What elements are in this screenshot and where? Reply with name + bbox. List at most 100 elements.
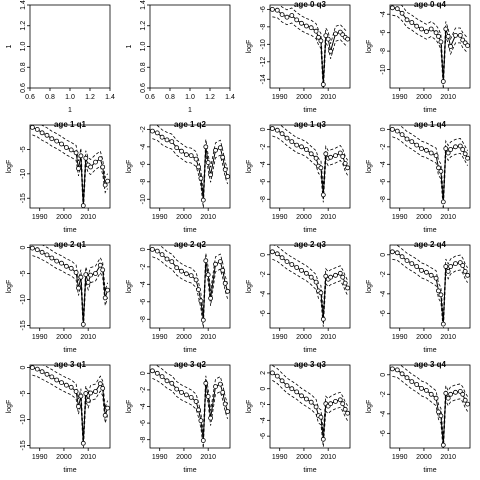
x-tick-label: 2010 — [320, 334, 336, 341]
data-point — [394, 6, 400, 12]
data-point — [409, 139, 415, 145]
data-point — [78, 393, 84, 399]
data-point — [448, 147, 454, 152]
data-point — [453, 261, 458, 267]
upper-ci-line — [398, 125, 468, 195]
x-axis-label: time — [63, 347, 76, 354]
data-point — [105, 287, 110, 293]
data-point — [183, 271, 189, 277]
data-point — [320, 192, 326, 198]
y-tick-label: 0.8 — [140, 62, 147, 72]
plot-box — [269, 244, 351, 329]
panel-9: 1990 2000 2010 -15 -10 -5 0 time logF age 2 q1 — [6, 240, 111, 354]
data-point — [308, 151, 314, 157]
data-point — [274, 127, 280, 133]
x-tick-label: 2010 — [320, 454, 336, 461]
plot-area — [390, 5, 470, 88]
data-point — [440, 79, 446, 84]
data-point — [289, 262, 295, 267]
upper-ci-line — [158, 245, 228, 313]
data-point — [30, 245, 35, 251]
x-axis-label: time — [423, 107, 436, 114]
y-tick-label: -4 — [380, 411, 387, 417]
y-axis-label: logF — [246, 160, 253, 174]
data-point — [289, 13, 295, 18]
panel-title: age 2 q3 — [294, 240, 327, 249]
plot-box — [29, 4, 111, 89]
panel-title: age 1 q4 — [414, 120, 447, 129]
data-point — [414, 382, 420, 387]
data-point — [154, 248, 160, 254]
data-point — [100, 164, 106, 170]
x-tick-label: 1.0 — [65, 94, 75, 101]
panel-title: age 2 q1 — [54, 240, 87, 249]
data-point — [433, 153, 439, 159]
data-point — [39, 369, 45, 375]
x-tick-label: 1.2 — [85, 94, 95, 101]
data-point — [203, 258, 209, 264]
data-point — [198, 175, 204, 181]
data-point — [225, 288, 230, 294]
data-point — [337, 397, 343, 403]
data-point — [270, 370, 275, 376]
panel-6: 1990 2000 2010 -10 -8 -6 -4 -2 time logF age 1 q2 — [126, 120, 231, 234]
data-point — [205, 272, 211, 278]
y-tick-label: 0 — [140, 247, 147, 251]
data-point — [436, 165, 441, 171]
x-axis-label: time — [423, 227, 436, 234]
data-point — [188, 273, 194, 279]
data-point — [59, 260, 64, 266]
data-point — [208, 295, 214, 301]
data-point — [399, 10, 405, 16]
data-point — [419, 26, 424, 32]
y-tick-label: 1.2 — [140, 21, 147, 31]
estimate-line — [272, 128, 349, 195]
y-tick-label: -2 — [380, 271, 387, 277]
upper-ci-line — [155, 125, 228, 193]
y-tick-label: -2 — [260, 401, 267, 407]
x-tick-label: 1990 — [392, 334, 408, 341]
data-point — [102, 412, 108, 418]
upper-ci-line — [272, 365, 348, 432]
estimate-line — [32, 126, 109, 206]
plot-area — [270, 365, 350, 447]
data-point — [453, 389, 458, 395]
data-point — [313, 279, 319, 285]
data-point — [308, 274, 314, 280]
data-point — [345, 410, 350, 416]
lower-ci-line — [392, 136, 468, 208]
data-point — [80, 321, 86, 327]
data-point — [394, 367, 400, 373]
data-point — [174, 265, 180, 271]
panel-16: 1990 2000 2010 -6 -4 -2 0 time logF age 3 q4 — [366, 360, 471, 474]
y-axis-label: logF — [6, 160, 13, 174]
data-point — [196, 164, 201, 170]
plot-box — [389, 244, 471, 329]
lower-ci-line — [32, 134, 108, 208]
data-point — [49, 255, 55, 261]
data-point — [203, 380, 209, 386]
data-point — [105, 178, 110, 184]
data-point — [279, 12, 285, 18]
data-point — [213, 384, 218, 390]
y-axis-label: logF — [246, 280, 253, 294]
lower-ci-line — [152, 138, 228, 208]
plot-box — [389, 4, 471, 89]
panel-7: 1990 2000 2010 -8 -6 -4 -2 0 time logF age 1 q3 — [246, 120, 351, 234]
x-axis-label: 1 — [68, 107, 72, 114]
data-point — [220, 389, 226, 395]
y-tick-label: 0 — [260, 387, 267, 391]
data-point — [76, 285, 81, 291]
data-point — [85, 279, 91, 285]
upper-ci-line — [154, 365, 228, 434]
data-point — [445, 268, 451, 274]
data-point — [150, 128, 155, 134]
plot-area — [390, 245, 470, 328]
data-point — [342, 406, 348, 412]
x-tick-label: 2010 — [80, 454, 96, 461]
data-point — [419, 267, 424, 273]
data-point — [333, 272, 338, 278]
x-tick-label: 2010 — [200, 334, 216, 341]
y-tick-label: 1.4 — [20, 0, 27, 10]
data-point — [320, 82, 326, 87]
